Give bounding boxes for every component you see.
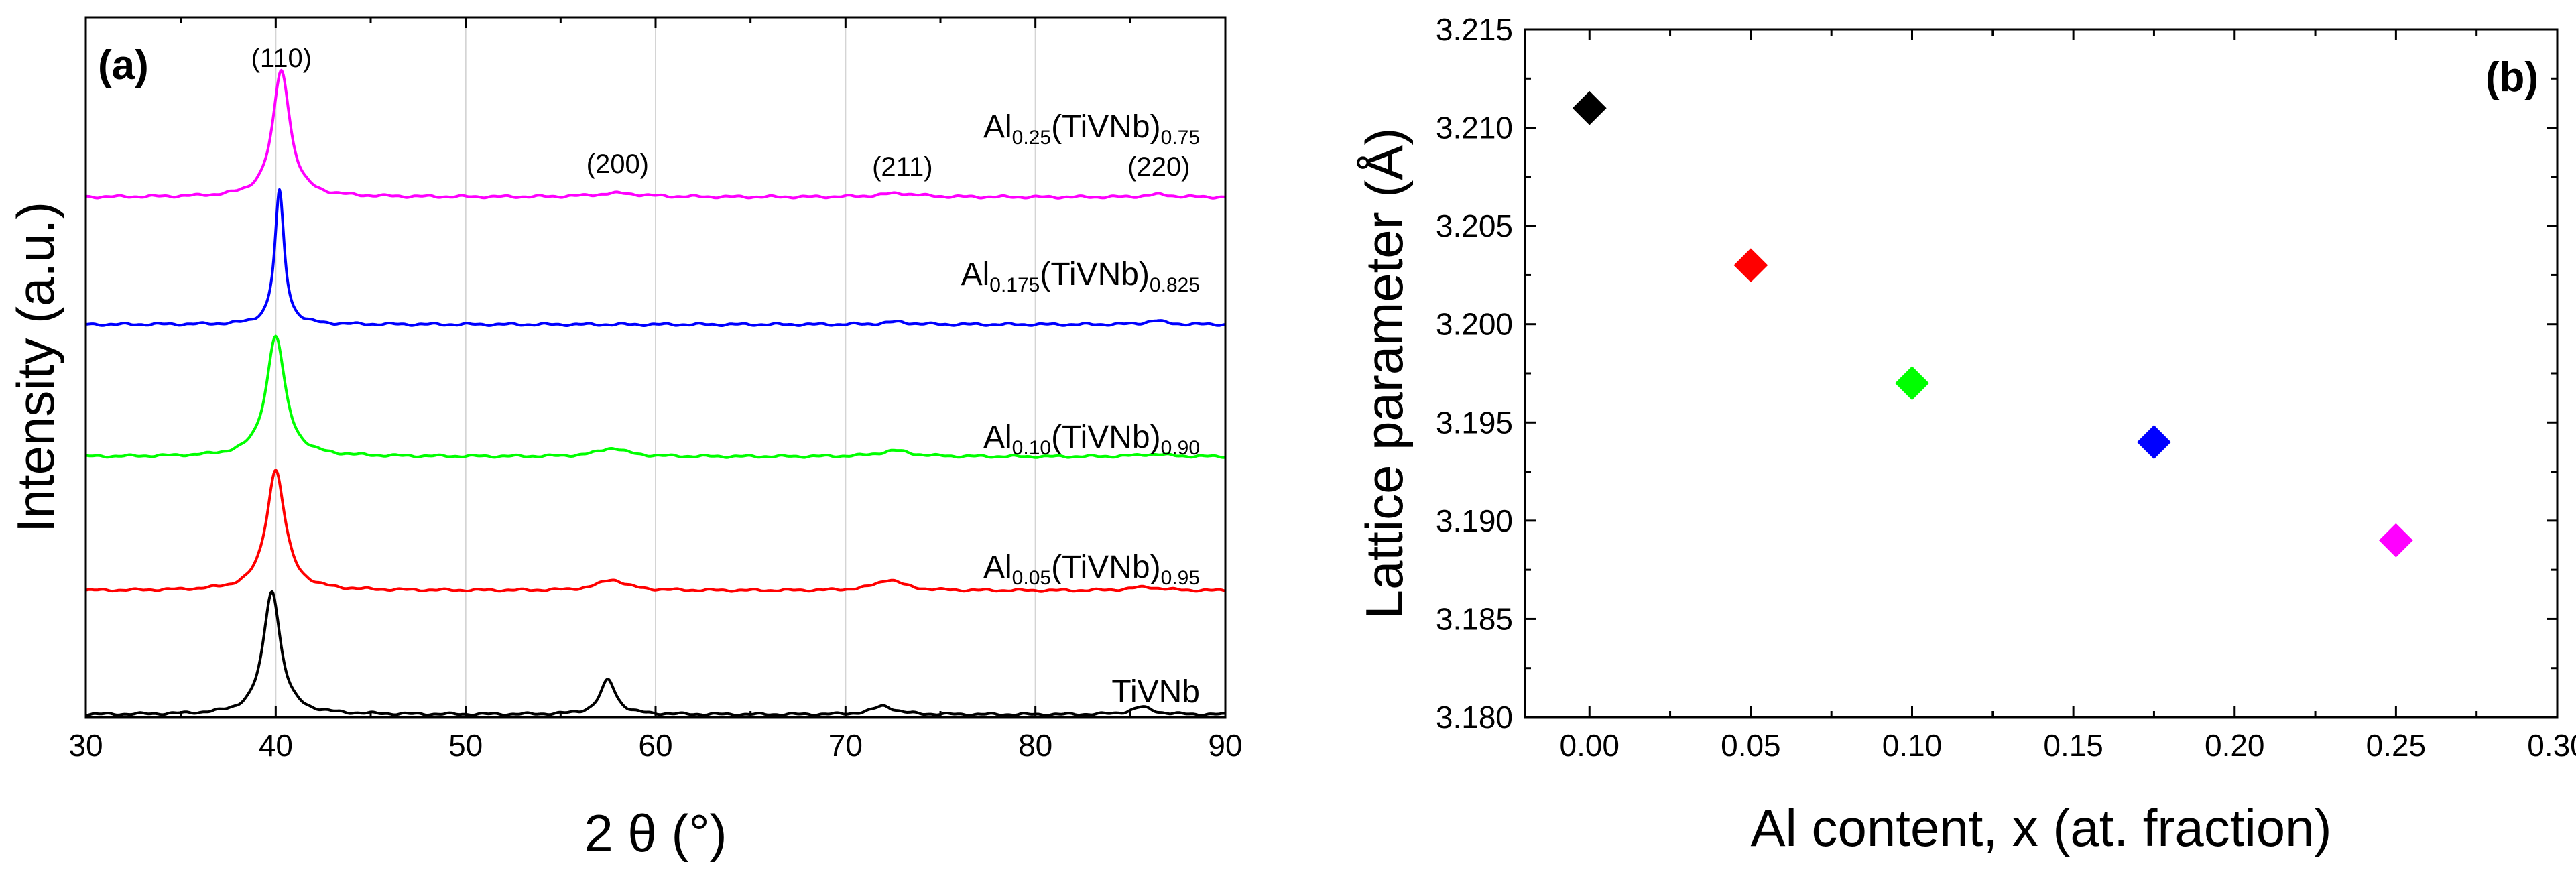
b-x-tick-label: 0.25 (2366, 728, 2427, 763)
label-text: (TiVNb) (1051, 550, 1161, 585)
a-x-tick-label: 80 (1018, 728, 1052, 763)
b-y-tick-label: 3.190 (1436, 503, 1513, 538)
label-subscript: 0.25 (1012, 127, 1051, 149)
b-y-tick-label: 3.215 (1436, 12, 1513, 47)
b-y-axis-label: Lattice parameter (Å) (1355, 128, 1414, 619)
label-subscript: 0.75 (1161, 127, 1200, 149)
a-grid (275, 17, 1036, 717)
series-label-al0-05-tivnb-0-95: Al0.05(TiVNb)0.95 (983, 550, 1200, 589)
label-subscript: 0.90 (1161, 437, 1200, 459)
a-x-tick-label: 60 (638, 728, 672, 763)
series-line-al0-10-tivnb-0-90 (85, 334, 1226, 459)
panel-b-lattice-chart: 3.180 3.185 3.190 3.195 3.200 3.205 3.210 3.215… (1355, 12, 2576, 857)
b-y-ticks: 3.180 3.185 3.190 3.195 3.200 3.205 3.210 3.215 (1436, 12, 2557, 735)
series-label-al0-10-tivnb-0-90: Al0.10(TiVNb)0.90 (983, 420, 1200, 459)
label-subscript: 0.10 (1012, 437, 1051, 459)
series-label-tivnb: TiVNb (1111, 674, 1200, 710)
b-x-tick-label: 0.15 (2043, 728, 2103, 763)
b-x-tick-label: 0.10 (1882, 728, 1943, 763)
a-x-tick-label: 70 (829, 728, 863, 763)
b-y-tick-label: 3.200 (1436, 307, 1513, 342)
label-text: Al (983, 109, 1012, 145)
b-y-tick-label: 3.210 (1436, 111, 1513, 145)
data-point-x-0-05 (1733, 248, 1768, 283)
label-subscript: 0.825 (1150, 274, 1200, 296)
data-point-x-0-25 (2378, 523, 2413, 558)
b-y-tick-label: 3.180 (1436, 700, 1513, 735)
panel-a-xrd-chart: 30 40 50 60 70 80 90 (110) (200) (211) (220) TiVN… (6, 16, 1243, 863)
a-series-labels: TiVNbAl0.05(TiVNb)0.95Al0.10(TiVNb)0.90A… (961, 109, 1200, 710)
series-label-al0-25-tivnb-0-75: Al0.25(TiVNb)0.75 (983, 109, 1200, 149)
label-text: Al (983, 550, 1012, 585)
label-subscript: 0.175 (989, 274, 1040, 296)
label-subscript: 0.95 (1161, 567, 1200, 589)
series-line-al0-175-tivnb-0-825 (85, 188, 1226, 327)
a-panel-label: (a) (98, 42, 149, 88)
b-x-tick-label: 0.05 (1721, 728, 1781, 763)
a-x-ticks: 30 40 50 60 70 80 90 (68, 17, 1243, 763)
label-subscript: 0.05 (1012, 567, 1051, 589)
label-text: (TiVNb) (1040, 257, 1150, 292)
a-x-tick-label: 50 (448, 728, 483, 763)
b-y-tick-label: 3.195 (1436, 405, 1513, 440)
label-text: Al (983, 420, 1012, 455)
data-point-x-0 (1572, 90, 1607, 125)
a-x-tick-label: 30 (68, 728, 103, 763)
label-text: (TiVNb) (1051, 109, 1161, 145)
b-x-tick-label: 0.30 (2527, 728, 2576, 763)
data-point-x-0-175 (2137, 425, 2171, 460)
data-point-x-0-1 (1895, 366, 1929, 401)
label-text: TiVNb (1111, 674, 1200, 710)
b-data-points (1572, 90, 2413, 558)
peak-label-200: (200) (587, 149, 649, 179)
a-peak-labels: (110) (200) (211) (220) (251, 44, 1190, 182)
a-x-axis-label: 2 θ (°) (584, 804, 727, 863)
b-x-ticks: 0.00 0.05 0.10 0.15 0.20 0.25 0.30 (1559, 29, 2576, 763)
b-x-tick-label: 0.00 (1559, 728, 1619, 763)
series-line-al0-25-tivnb-0-75 (85, 68, 1226, 200)
peak-label-211: (211) (872, 152, 932, 182)
b-x-tick-label: 0.20 (2205, 728, 2265, 763)
b-y-tick-label: 3.185 (1436, 601, 1513, 636)
series-line-al0-05-tivnb-0-95 (85, 469, 1226, 593)
b-panel-label: (b) (2486, 54, 2538, 101)
b-x-axis-label: Al content, x (at. fraction) (1750, 798, 2331, 857)
b-plot-frame (1524, 28, 2559, 719)
label-text: Al (961, 257, 990, 292)
peak-label-110: (110) (251, 44, 312, 73)
a-x-tick-label: 40 (259, 728, 293, 763)
series-label-al0-175-tivnb-0-825: Al0.175(TiVNb)0.825 (961, 257, 1200, 296)
b-y-tick-label: 3.205 (1436, 208, 1513, 243)
peak-label-220: (220) (1127, 152, 1190, 182)
a-x-tick-label: 90 (1208, 728, 1242, 763)
a-y-axis-label: Intensity (a.u.) (6, 202, 65, 533)
label-text: (TiVNb) (1051, 420, 1161, 455)
